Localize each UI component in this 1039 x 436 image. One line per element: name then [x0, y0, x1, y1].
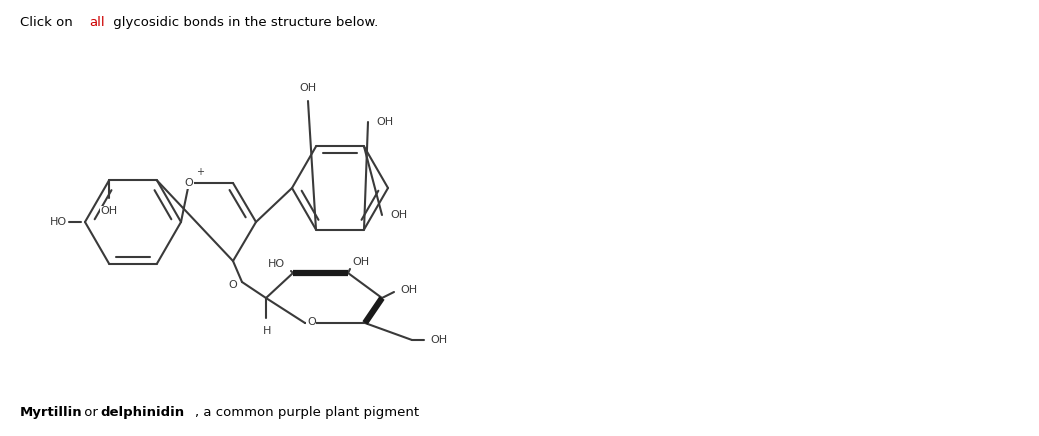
Text: HO: HO	[50, 217, 66, 227]
Text: O: O	[185, 178, 193, 188]
Text: H: H	[263, 326, 271, 336]
Text: Click on: Click on	[20, 16, 77, 29]
Text: , a common purple plant pigment: , a common purple plant pigment	[195, 406, 419, 419]
Text: OH: OH	[400, 285, 417, 295]
Text: OH: OH	[430, 335, 447, 345]
Text: glycosidic bonds in the structure below.: glycosidic bonds in the structure below.	[109, 16, 378, 29]
Text: OH: OH	[101, 206, 117, 216]
Text: OH: OH	[390, 210, 407, 220]
Text: +: +	[196, 167, 204, 177]
Text: delphinidin: delphinidin	[100, 406, 184, 419]
Text: or: or	[80, 406, 102, 419]
Text: OH: OH	[352, 257, 369, 267]
Text: O: O	[307, 317, 316, 327]
Text: OH: OH	[299, 83, 317, 93]
Text: OH: OH	[376, 117, 393, 127]
Text: HO: HO	[268, 259, 285, 269]
Text: O: O	[229, 280, 237, 290]
Text: Myrtillin: Myrtillin	[20, 406, 83, 419]
Text: all: all	[89, 16, 105, 29]
